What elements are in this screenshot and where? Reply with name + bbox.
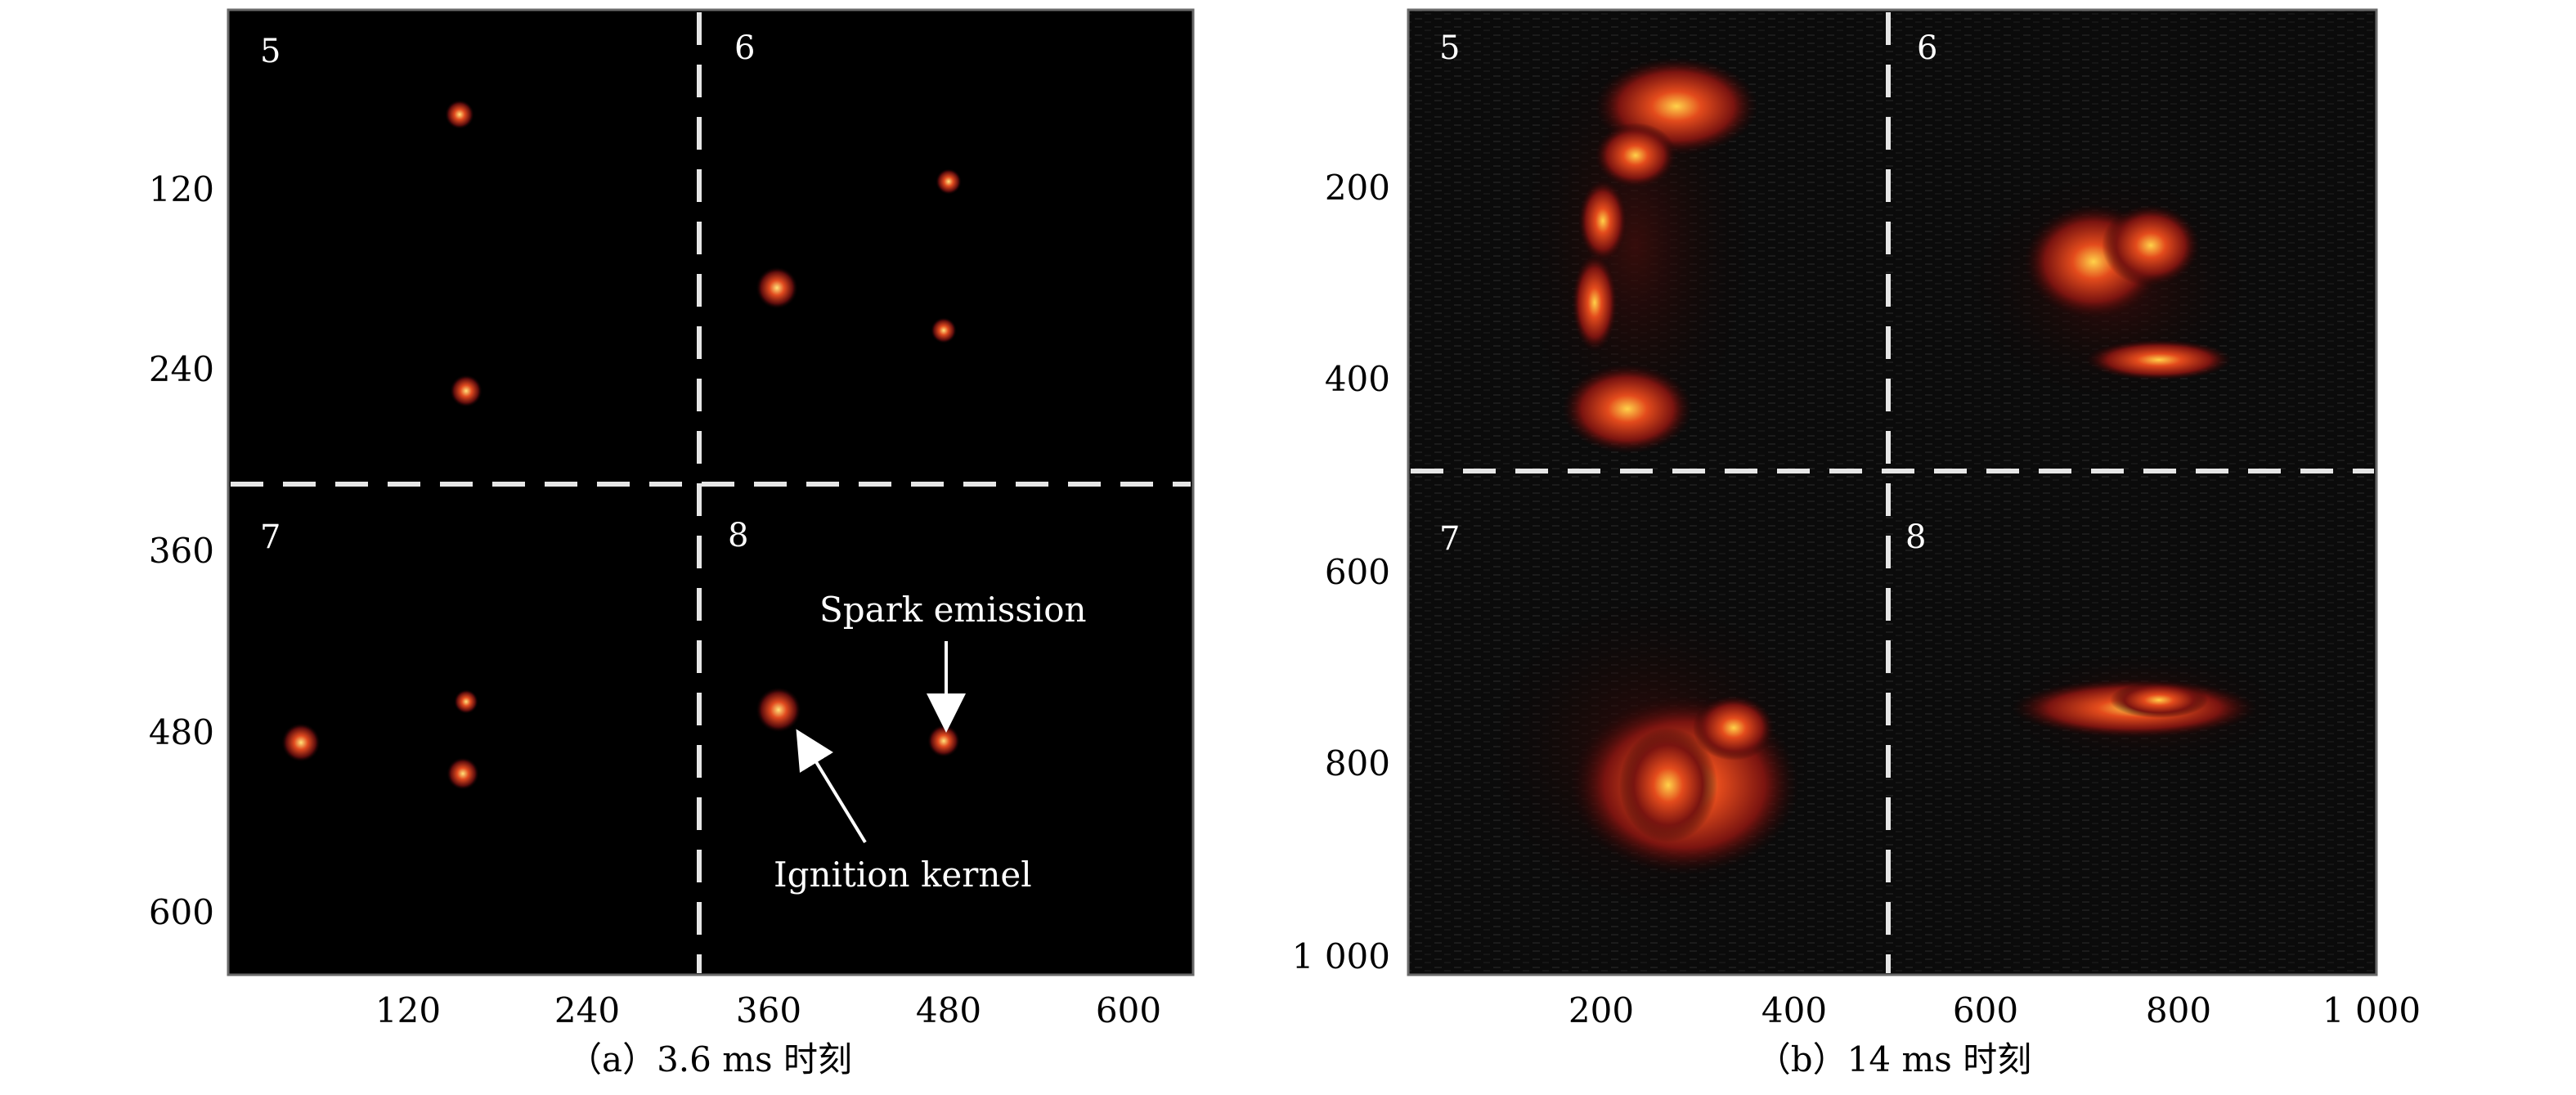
panel-a-y-tick: 120: [149, 169, 214, 209]
ignition-kernel-arrow: [796, 729, 867, 844]
panel-a-y-tick: 480: [149, 712, 214, 752]
spark-emission-spot: [927, 725, 960, 757]
panel-b-quadrant-8: 8: [1905, 518, 1926, 556]
panel-a-x-tick: 360: [736, 990, 801, 1030]
ignition-kernel-spot: [756, 687, 801, 733]
panel-a-x-tick: 600: [1096, 990, 1161, 1030]
spark-spot: [281, 723, 321, 762]
spark-spot: [454, 689, 478, 714]
panel-b-quadrant-7: 7: [1439, 520, 1460, 558]
spark-spot: [931, 317, 957, 343]
panel-b-y-tick: 600: [1325, 552, 1390, 592]
panel-b: 5 6 7 8 200 400 600 800 1 000 200 400 60…: [1292, 8, 2421, 1079]
panel-b-caption: （b）14 ms 时刻: [1757, 1039, 2031, 1079]
panel-a-y-tick: 600: [149, 892, 214, 932]
flame-6: [1971, 172, 2249, 401]
spark-emission-label: Spark emission: [819, 590, 1087, 630]
panel-a-x-tick: 240: [554, 990, 620, 1030]
spark-spot: [936, 168, 962, 195]
flame-7: [1488, 597, 1815, 908]
panel-a-caption: （a）3.6 ms 时刻: [568, 1039, 852, 1079]
panel-a-quadrant-8: 8: [728, 517, 748, 554]
panel-a-image: [227, 8, 1195, 976]
panel-b-y-tick: 200: [1325, 168, 1390, 208]
panel-a-y-tick: 360: [149, 531, 214, 571]
panel-a-quadrant-5: 5: [260, 33, 280, 70]
panel-a-quadrant-6: 6: [734, 29, 755, 67]
panel-a-x-tick: 120: [375, 990, 441, 1030]
panel-b-x-tick: 800: [2146, 990, 2211, 1030]
panel-a-y-tick: 240: [149, 349, 214, 389]
spark-spot: [447, 757, 479, 790]
flame-8: [2004, 651, 2282, 765]
spark-spot: [445, 100, 474, 129]
panel-a-x-tick: 480: [916, 990, 981, 1030]
spark-spot: [450, 375, 482, 407]
panel-a-quadrant-7: 7: [260, 518, 280, 556]
panel-b-x-tick: 200: [1568, 990, 1634, 1030]
panel-b-y-tick: 400: [1325, 359, 1390, 399]
panel-b-x-tick: 400: [1761, 990, 1827, 1030]
panel-a: 5 6 7 8 Spark emission Ignition kernel 1…: [149, 8, 1195, 1079]
panel-b-x-tick: 1 000: [2322, 990, 2421, 1030]
panel-b-quadrant-6: 6: [1917, 29, 1937, 67]
panel-b-x-tick: 600: [1953, 990, 2018, 1030]
panel-b-y-tick: 800: [1325, 743, 1390, 783]
ignition-kernel-label: Ignition kernel: [774, 855, 1032, 895]
panel-b-quadrant-5: 5: [1439, 29, 1460, 67]
panel-b-y-tick: 1 000: [1292, 936, 1390, 976]
flame-5: [1521, 33, 1758, 458]
spark-spot: [756, 267, 798, 309]
